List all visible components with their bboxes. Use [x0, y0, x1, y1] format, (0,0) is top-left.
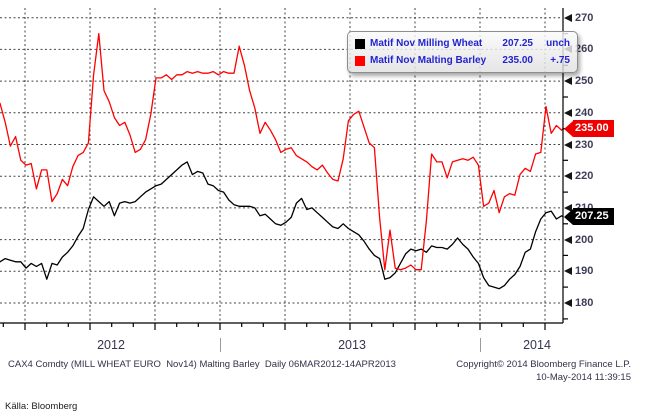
tick-arrow-icon — [564, 235, 572, 244]
tick-arrow-icon — [564, 77, 572, 86]
y-axis-label: 190 — [564, 264, 593, 278]
tick-arrow-icon — [564, 299, 572, 307]
last-price-badge-barley: 235.00 — [564, 120, 614, 138]
x-year-label: 2012 — [97, 338, 125, 352]
legend-swatch-red — [355, 55, 365, 66]
y-axis-label: 200 — [564, 233, 593, 247]
legend-change: +.75 — [550, 55, 570, 66]
chart-description: CAX4 Comdty (MILL WHEAT EURO Nov14) Malt… — [8, 359, 396, 370]
source-note: Källa: Bloomberg — [5, 401, 78, 412]
legend-item-malting-barley: Matif Nov Malting Barley 235.00 +.75 — [355, 53, 570, 68]
chart-legend: Matif Nov Milling Wheat 207.25 unch Mati… — [347, 31, 578, 73]
y-axis-label: 220 — [564, 169, 593, 183]
tick-arrow-icon — [564, 140, 572, 149]
timestamp: 10-May-2014 11:39:15 — [536, 372, 631, 383]
legend-label: Matif Nov Malting Barley — [370, 55, 487, 66]
x-year-label: 2014 — [523, 338, 551, 352]
legend-last-price: 207.25 — [502, 38, 533, 49]
x-year-label: 2013 — [338, 338, 366, 352]
tick-arrow-icon — [564, 172, 572, 181]
year-separator — [220, 338, 221, 352]
y-axis-label: 180 — [564, 296, 593, 310]
y-axis-label: 230 — [564, 138, 593, 152]
year-separator — [480, 338, 481, 352]
tick-arrow-icon — [564, 267, 572, 276]
tick-arrow-icon — [564, 13, 572, 22]
legend-item-milling-wheat: Matif Nov Milling Wheat 207.25 unch — [355, 36, 570, 51]
y-axis-label: 270 — [564, 11, 593, 25]
legend-label: Matif Nov Milling Wheat — [370, 38, 483, 49]
badge-arrow-icon — [564, 120, 573, 137]
legend-change: unch — [546, 38, 570, 49]
tick-arrow-icon — [564, 108, 572, 117]
y-axis-label: 250 — [564, 74, 593, 88]
tick-arrow-icon — [564, 203, 572, 212]
badge-value: 207.25 — [573, 208, 614, 226]
badge-arrow-icon — [564, 208, 573, 225]
y-axis-label: 240 — [564, 106, 593, 120]
legend-swatch-black — [355, 38, 365, 49]
last-price-badge-wheat: 207.25 — [564, 208, 614, 226]
legend-last-price: 235.00 — [502, 55, 533, 66]
copyright-notice: Copyright© 2014 Bloomberg Finance L.P. — [456, 359, 631, 370]
badge-value: 235.00 — [573, 120, 614, 138]
